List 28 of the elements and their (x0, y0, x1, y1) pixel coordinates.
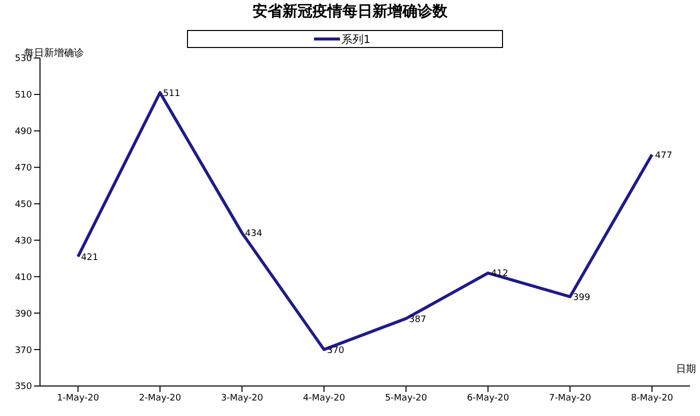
data-label: 387 (409, 314, 426, 325)
x-tick-label: 8-May-20 (630, 393, 674, 404)
data-label: 421 (81, 252, 98, 263)
x-tick-label: 5-May-20 (384, 393, 428, 404)
x-tick-label: 7-May-20 (548, 393, 592, 404)
y-tick-label: 390 (14, 309, 32, 320)
data-label: 511 (163, 88, 180, 99)
data-label: 477 (655, 150, 672, 161)
x-axis-title: 日期 (676, 362, 696, 376)
legend-label: 系列1 (342, 32, 370, 46)
x-tick-label: 2-May-20 (138, 393, 182, 404)
y-tick-label: 370 (14, 346, 32, 356)
line-series (76, 91, 654, 352)
y-tick-label: 430 (14, 236, 32, 246)
x-tick-label: 4-May-20 (302, 393, 346, 404)
data-label: 370 (327, 346, 344, 356)
chart-title: 安省新冠疫情每日新增确诊数 (252, 2, 448, 21)
y-tick-label: 450 (14, 200, 32, 210)
data-label: 399 (573, 292, 590, 303)
x-tick-label: 1-May-20 (56, 393, 100, 404)
y-tick-label: 490 (14, 127, 32, 138)
x-tick-label: 3-May-20 (220, 393, 264, 404)
y-tick-label: 510 (14, 90, 32, 101)
x-tick-label: 6-May-20 (466, 393, 510, 404)
y-tick-label: 470 (14, 164, 32, 174)
y-tick-label: 350 (14, 382, 32, 392)
y-tick-label: 410 (14, 272, 32, 283)
data-label: 434 (245, 229, 262, 240)
